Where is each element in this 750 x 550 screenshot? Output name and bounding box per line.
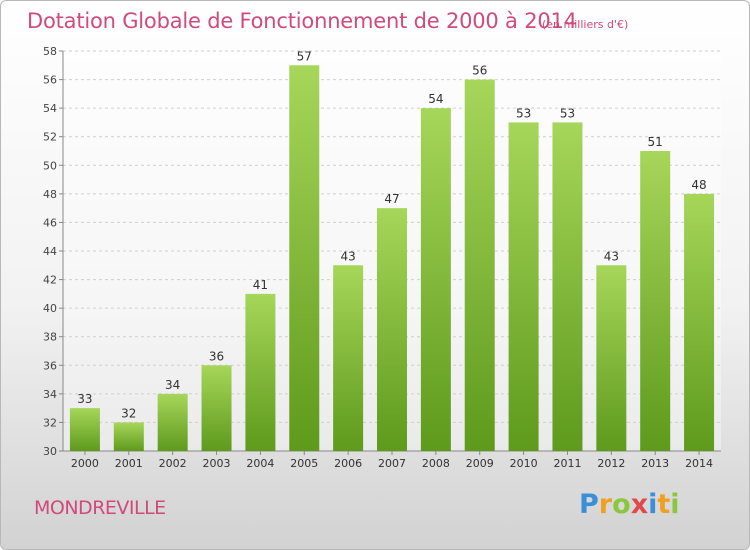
x-tick-label: 2003 <box>203 457 231 470</box>
bar <box>684 193 715 451</box>
chart-subtitle: (en milliers d'€) <box>542 18 629 31</box>
x-tick-label: 2002 <box>159 457 187 470</box>
logo-letter: i <box>670 489 680 520</box>
data-label: 56 <box>472 64 487 78</box>
y-tick-label: 58 <box>43 45 57 58</box>
bar <box>508 122 539 451</box>
bar <box>552 122 583 451</box>
logo-letter: o <box>612 489 631 520</box>
bar <box>201 365 232 451</box>
logo-letter: t <box>657 489 671 520</box>
chart-title: Dotation Globale de Fonctionnement de 20… <box>27 9 577 33</box>
data-label: 47 <box>384 192 399 206</box>
x-tick-label: 2000 <box>71 457 99 470</box>
data-label: 36 <box>209 349 224 363</box>
x-tick-label: 2004 <box>246 457 274 470</box>
y-tick-label: 46 <box>43 216 57 229</box>
data-label: 43 <box>604 249 619 263</box>
bar <box>245 293 276 451</box>
y-tick-label: 56 <box>43 74 57 87</box>
x-tick-label: 2010 <box>510 457 538 470</box>
bar <box>333 265 364 451</box>
logo-letter: x <box>630 489 649 520</box>
logo-letter: P <box>579 489 599 520</box>
x-tick-label: 2013 <box>641 457 669 470</box>
bar <box>113 422 144 451</box>
bar <box>640 151 671 451</box>
data-label: 57 <box>297 49 312 63</box>
y-tick-label: 36 <box>43 359 57 372</box>
bar <box>69 408 100 451</box>
y-tick-label: 52 <box>43 131 57 144</box>
y-tick-label: 50 <box>43 159 57 172</box>
data-label: 43 <box>340 249 355 263</box>
logo-letter: r <box>598 489 613 520</box>
data-label: 41 <box>253 278 268 292</box>
bar <box>289 65 320 452</box>
y-tick-label: 48 <box>43 188 57 201</box>
x-tick-label: 2001 <box>115 457 143 470</box>
bar <box>596 265 627 451</box>
y-tick-label: 54 <box>43 102 57 115</box>
x-tick-label: 2012 <box>597 457 625 470</box>
y-tick-label: 42 <box>43 274 57 287</box>
x-tick-label: 2009 <box>466 457 494 470</box>
data-label: 53 <box>516 106 531 120</box>
data-label: 51 <box>648 135 663 149</box>
bar <box>377 208 407 451</box>
y-tick-label: 38 <box>43 331 57 344</box>
x-tick-label: 2014 <box>685 457 713 470</box>
proxiti-logo: Proxiti <box>579 489 680 520</box>
data-label: 53 <box>560 106 575 120</box>
data-label: 34 <box>165 378 180 392</box>
y-tick-label: 30 <box>43 445 57 458</box>
data-label: 48 <box>691 178 706 192</box>
bar <box>157 393 188 451</box>
x-tick-label: 2008 <box>422 457 450 470</box>
data-label: 33 <box>77 392 92 406</box>
bar <box>464 79 495 452</box>
data-label: 54 <box>428 92 443 106</box>
x-tick-label: 2005 <box>290 457 318 470</box>
y-tick-label: 32 <box>43 416 57 429</box>
logo-letter: i <box>648 489 658 520</box>
y-tick-label: 40 <box>43 302 57 315</box>
data-label: 32 <box>121 406 136 420</box>
y-tick-label: 34 <box>43 388 57 401</box>
x-tick-label: 2006 <box>334 457 362 470</box>
bar <box>420 108 451 452</box>
x-tick-label: 2011 <box>553 457 581 470</box>
x-tick-label: 2007 <box>378 457 406 470</box>
commune-name: MONDREVILLE <box>34 497 166 519</box>
y-tick-label: 44 <box>43 245 57 258</box>
